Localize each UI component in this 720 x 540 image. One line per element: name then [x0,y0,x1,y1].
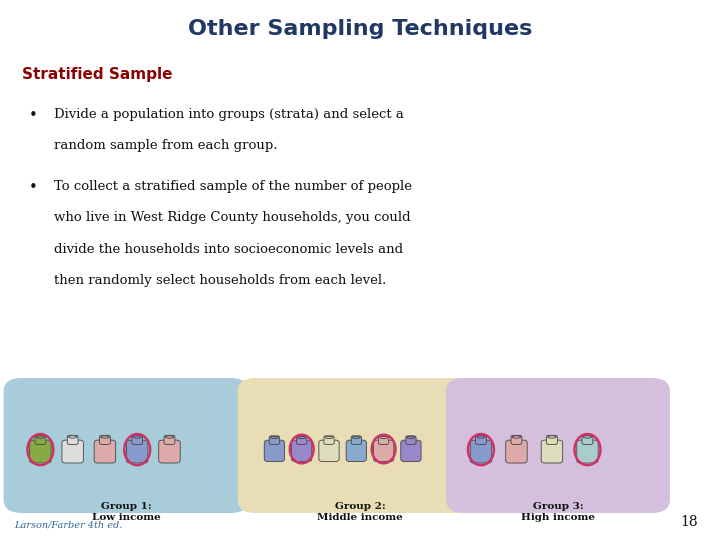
Text: Stratified Sample: Stratified Sample [22,68,172,83]
FancyBboxPatch shape [505,440,527,463]
FancyBboxPatch shape [158,440,180,463]
FancyBboxPatch shape [577,440,598,463]
FancyBboxPatch shape [475,435,486,444]
FancyBboxPatch shape [238,378,482,513]
Text: Group 2:
Middle income: Group 2: Middle income [317,502,403,522]
Ellipse shape [512,436,521,438]
FancyBboxPatch shape [62,440,84,463]
FancyBboxPatch shape [269,436,279,444]
Ellipse shape [583,436,592,438]
FancyBboxPatch shape [374,440,394,462]
Ellipse shape [101,436,109,438]
Text: then randomly select households from each level.: then randomly select households from eac… [54,274,387,287]
Ellipse shape [353,436,360,438]
FancyBboxPatch shape [30,440,51,463]
FancyBboxPatch shape [446,378,670,513]
FancyBboxPatch shape [99,435,110,444]
Text: divide the households into socioeconomic levels and: divide the households into socioeconomic… [54,242,403,255]
Ellipse shape [166,436,174,438]
FancyBboxPatch shape [351,436,361,444]
FancyBboxPatch shape [164,435,175,444]
Ellipse shape [133,436,141,438]
Text: •: • [29,108,37,123]
Ellipse shape [477,436,485,438]
FancyBboxPatch shape [470,440,492,463]
Text: 18: 18 [681,515,698,529]
FancyBboxPatch shape [346,440,366,462]
Ellipse shape [379,436,387,438]
FancyBboxPatch shape [541,440,562,463]
Ellipse shape [271,436,278,438]
Ellipse shape [36,436,45,438]
FancyBboxPatch shape [324,436,334,444]
Text: random sample from each group.: random sample from each group. [54,139,277,152]
Text: who live in West Ridge County households, you could: who live in West Ridge County households… [54,211,410,224]
Ellipse shape [298,436,305,438]
Ellipse shape [407,436,415,438]
FancyBboxPatch shape [582,435,593,444]
FancyBboxPatch shape [319,440,339,462]
Text: Divide a population into groups (strata) and select a: Divide a population into groups (strata)… [54,108,404,121]
Ellipse shape [68,436,77,438]
FancyBboxPatch shape [511,435,522,444]
FancyBboxPatch shape [127,440,148,463]
Text: Group 3:
High income: Group 3: High income [521,502,595,522]
FancyBboxPatch shape [264,440,284,462]
Ellipse shape [548,436,556,438]
FancyBboxPatch shape [4,378,248,513]
Text: Larson/Farber 4th ed.: Larson/Farber 4th ed. [14,520,123,529]
Text: Group 1:
Low income: Group 1: Low income [91,502,161,522]
Text: Other Sampling Techniques: Other Sampling Techniques [188,19,532,39]
FancyBboxPatch shape [292,440,312,462]
FancyBboxPatch shape [546,435,557,444]
Ellipse shape [325,436,333,438]
Text: •: • [29,180,37,195]
Text: To collect a stratified sample of the number of people: To collect a stratified sample of the nu… [54,180,412,193]
FancyBboxPatch shape [401,440,421,462]
FancyBboxPatch shape [132,435,143,444]
FancyBboxPatch shape [67,435,78,444]
FancyBboxPatch shape [379,436,389,444]
FancyBboxPatch shape [35,435,46,444]
FancyBboxPatch shape [297,436,307,444]
FancyBboxPatch shape [406,436,416,444]
FancyBboxPatch shape [94,440,116,463]
